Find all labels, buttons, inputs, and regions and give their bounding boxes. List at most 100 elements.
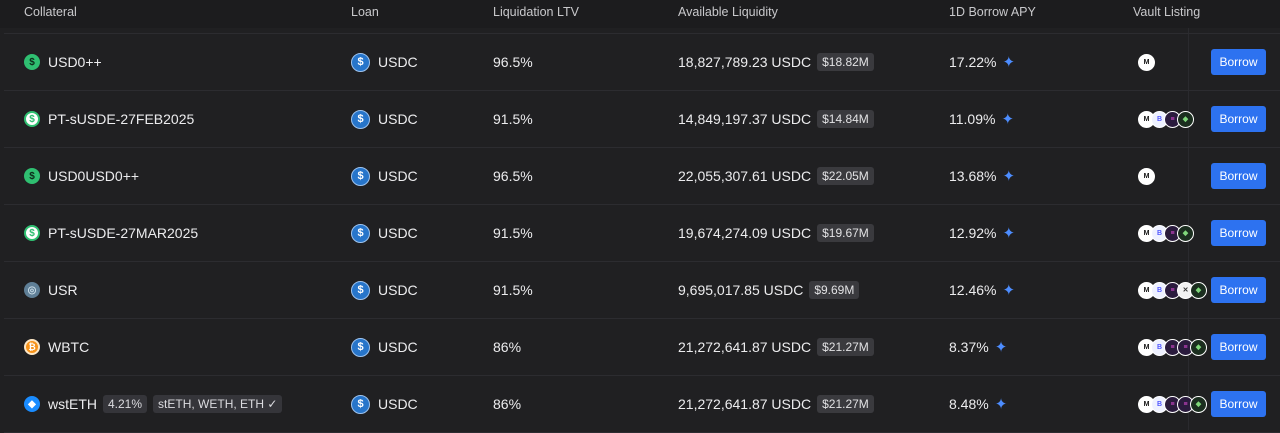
- header-vault-listing[interactable]: Vault Listing: [1133, 5, 1201, 19]
- sparkle-icon[interactable]: ✦: [1002, 54, 1016, 71]
- vault-leaf-icon[interactable]: ◆: [1177, 110, 1194, 128]
- sparkle-icon[interactable]: ✦: [994, 396, 1008, 413]
- oracle-path-badge[interactable]: stETH, WETH, ETH ✓: [153, 395, 283, 413]
- borrow-cell: Borrow: [1211, 91, 1266, 147]
- borrow-button[interactable]: Borrow: [1211, 334, 1266, 360]
- apy-value: 8.37%: [949, 339, 989, 355]
- sparkle-icon[interactable]: ✦: [1002, 168, 1016, 185]
- table-row[interactable]: ₿ WBTC $ USDC 86% 21,272,641.87 USDC $21…: [4, 319, 1280, 376]
- liquidity-amount: 14,849,197.37 USDC: [678, 111, 812, 127]
- collateral-cell: ◎ USR: [24, 262, 78, 318]
- borrow-cell: Borrow: [1211, 319, 1266, 375]
- ltv-value: 91.5%: [493, 111, 533, 127]
- usdc-token-icon: $: [351, 337, 370, 357]
- header-borrow-apy[interactable]: 1D Borrow APY: [949, 5, 1036, 19]
- borrow-button[interactable]: Borrow: [1211, 277, 1266, 303]
- header-collateral[interactable]: Collateral: [24, 5, 77, 19]
- loan-name: USDC: [378, 282, 418, 298]
- usr-token-icon: ◎: [24, 282, 40, 298]
- vault-leaf-icon[interactable]: ◆: [1190, 281, 1207, 299]
- usdc-token-icon: $: [351, 109, 370, 129]
- markets-table: $ USD0++ $ USDC 96.5% 18,827,789.23 USDC…: [4, 33, 1280, 433]
- liquidity-amount: 19,674,274.09 USDC: [678, 225, 812, 241]
- liquidity-usd-badge: $22.05M: [817, 167, 874, 185]
- borrow-cell: Borrow: [1211, 262, 1266, 318]
- table-row[interactable]: $ PT-sUSDE-27MAR2025 $ USDC 91.5% 19,674…: [4, 205, 1280, 262]
- liquidity-cell: 22,055,307.61 USDC $22.05M: [678, 148, 874, 204]
- loan-name: USDC: [378, 54, 418, 70]
- vault-leaf-icon[interactable]: ◆: [1190, 338, 1207, 356]
- header-loan[interactable]: Loan: [351, 5, 379, 19]
- liquidity-amount: 22,055,307.61 USDC: [678, 168, 812, 184]
- usdc-token-icon: $: [351, 394, 370, 414]
- sparkle-icon[interactable]: ✦: [1002, 282, 1016, 299]
- liquidity-amount: 9,695,017.85 USDC: [678, 282, 804, 298]
- collateral-yield-badge[interactable]: 4.21%: [103, 395, 148, 413]
- loan-cell: $ USDC: [351, 148, 418, 204]
- loan-cell: $ USDC: [351, 319, 418, 375]
- table-row[interactable]: $ USD0++ $ USDC 96.5% 18,827,789.23 USDC…: [4, 33, 1280, 91]
- collateral-name: USD0USD0++: [48, 168, 140, 184]
- borrow-button[interactable]: Borrow: [1211, 163, 1266, 189]
- collateral-name: wstETH: [48, 396, 97, 412]
- table-row[interactable]: $ USD0USD0++ $ USDC 96.5% 22,055,307.61 …: [4, 148, 1280, 205]
- apy-cell: 8.48% ✦: [949, 376, 1007, 432]
- header-available-liquidity[interactable]: Available Liquidity: [678, 5, 778, 19]
- vault-stripe-icon[interactable]: ≡: [1164, 224, 1181, 242]
- liquidity-cell: 19,674,274.09 USDC $19.67M: [678, 205, 874, 261]
- mev-capital-icon[interactable]: M: [1138, 167, 1155, 185]
- liquidity-usd-badge: $21.27M: [817, 338, 874, 356]
- loan-cell: $ USDC: [351, 205, 418, 261]
- apy-value: 12.92%: [949, 225, 997, 241]
- sparkle-icon[interactable]: ✦: [1002, 225, 1016, 242]
- borrow-button[interactable]: Borrow: [1211, 106, 1266, 132]
- apy-cell: 13.68% ✦: [949, 148, 1015, 204]
- collateral-name: WBTC: [48, 339, 90, 355]
- liquidity-cell: 21,272,641.87 USDC $21.27M: [678, 319, 874, 375]
- borrow-button[interactable]: Borrow: [1211, 391, 1266, 417]
- ltv-value: 96.5%: [493, 54, 533, 70]
- loan-cell: $ USDC: [351, 262, 418, 318]
- header-liquidation-ltv[interactable]: Liquidation LTV: [493, 5, 579, 19]
- ltv-value: 91.5%: [493, 225, 533, 241]
- vault-leaf-icon[interactable]: ◆: [1177, 224, 1194, 242]
- sparkle-icon[interactable]: ✦: [1001, 111, 1015, 128]
- vault-b-icon[interactable]: B: [1151, 224, 1168, 242]
- borrow-cell: Borrow: [1211, 34, 1266, 90]
- apy-value: 12.46%: [949, 282, 997, 298]
- vault-stripe-icon[interactable]: ≡: [1164, 395, 1181, 413]
- table-row[interactable]: ◆ wstETH 4.21% stETH, WETH, ETH ✓ $ USDC…: [4, 376, 1280, 433]
- usdc-token-icon: $: [351, 223, 370, 243]
- apy-cell: 12.46% ✦: [949, 262, 1015, 318]
- vault-b-icon[interactable]: B: [1151, 110, 1168, 128]
- liquidity-cell: 18,827,789.23 USDC $18.82M: [678, 34, 874, 90]
- apy-value: 13.68%: [949, 168, 997, 184]
- borrow-button[interactable]: Borrow: [1211, 49, 1266, 75]
- borrow-cell: Borrow: [1211, 148, 1266, 204]
- pt-susde-token-icon: $: [24, 225, 40, 241]
- vault-listing-cell: M B ≡ ✕ ◆: [1133, 262, 1207, 318]
- sparkle-icon[interactable]: ✦: [994, 339, 1008, 356]
- vault-listing-cell: M B ≡ ◆: [1133, 205, 1194, 261]
- liquidity-amount: 21,272,641.87 USDC: [678, 396, 812, 412]
- vault-stripe-icon[interactable]: ≡: [1164, 338, 1181, 356]
- loan-cell: $ USDC: [351, 91, 418, 147]
- vault-b-icon[interactable]: B: [1151, 281, 1168, 299]
- liquidity-usd-badge: $9.69M: [809, 281, 860, 299]
- loan-name: USDC: [378, 396, 418, 412]
- borrow-cell: Borrow: [1211, 205, 1266, 261]
- ltv-value: 91.5%: [493, 282, 533, 298]
- apy-cell: 8.37% ✦: [949, 319, 1007, 375]
- vault-leaf-icon[interactable]: ◆: [1190, 395, 1207, 413]
- table-row[interactable]: $ PT-sUSDE-27FEB2025 $ USDC 91.5% 14,849…: [4, 91, 1280, 148]
- collateral-cell: $ PT-sUSDE-27FEB2025: [24, 91, 194, 147]
- mev-capital-icon[interactable]: M: [1138, 53, 1155, 71]
- borrow-button[interactable]: Borrow: [1211, 220, 1266, 246]
- usdc-token-icon: $: [351, 166, 370, 186]
- table-row[interactable]: ◎ USR $ USDC 91.5% 9,695,017.85 USDC $9.…: [4, 262, 1280, 319]
- pt-susde-token-icon: $: [24, 111, 40, 127]
- ltv-value: 86%: [493, 339, 522, 355]
- collateral-cell: $ USD0++: [24, 34, 102, 90]
- collateral-cell: $ USD0USD0++: [24, 148, 139, 204]
- ltv-value: 96.5%: [493, 168, 533, 184]
